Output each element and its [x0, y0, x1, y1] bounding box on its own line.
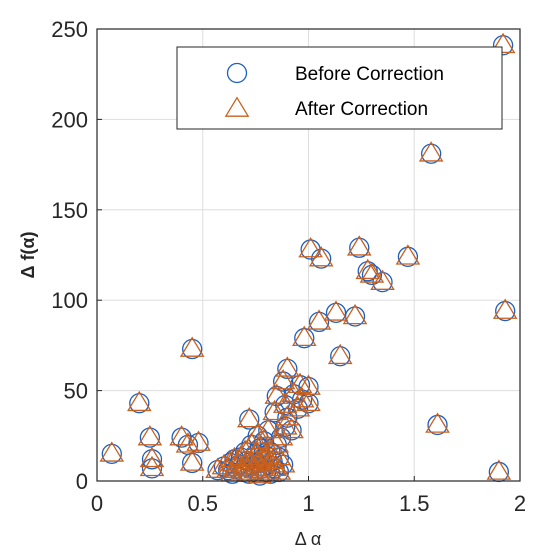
before-correction-point [294, 328, 315, 349]
after-correction-point [342, 303, 368, 325]
after-correction-point [355, 258, 381, 280]
after-correction-point [256, 417, 281, 439]
after-correction-point [215, 457, 241, 478]
after-correction-point [253, 459, 279, 480]
legend-marker-after [224, 96, 250, 117]
after-correction-point [236, 406, 262, 428]
before-correction-point [325, 302, 347, 324]
y-axis-label: Δ f(α) [18, 232, 38, 279]
y-tick-label: 100 [51, 288, 88, 313]
after-correction-point [296, 374, 321, 395]
before-correction-point [141, 449, 163, 470]
before-correction-point [421, 143, 442, 164]
after-correction-point [139, 446, 165, 468]
after-correction-point [222, 446, 247, 468]
after-correction-point [268, 425, 294, 446]
after-correction-point [126, 390, 152, 412]
before-correction-point [281, 420, 302, 441]
after-correction-point [323, 300, 349, 321]
after-correction-point [492, 298, 518, 319]
after-correction-point [359, 262, 385, 283]
before-correction-point [292, 389, 313, 410]
legend: Before Correction After Correction [176, 46, 503, 130]
x-tick-label: 0 [91, 491, 103, 516]
before-correction-point [129, 393, 150, 414]
before-correction-point [427, 414, 448, 436]
after-correction-point [245, 423, 271, 444]
after-correction-point [272, 392, 298, 413]
legend-marker-before [226, 62, 248, 84]
before-correction-point [101, 443, 122, 465]
after-correction-point [327, 343, 353, 365]
after-correction-point [99, 441, 125, 462]
before-correction-point [239, 409, 260, 430]
legend-triangle-marker [224, 96, 250, 117]
after-correction-point [486, 459, 512, 480]
after-correction-point [418, 141, 444, 162]
x-tick-label: 0.5 [187, 491, 218, 516]
before-correction-point [141, 458, 163, 479]
x-axis-label: Δ α [295, 529, 321, 549]
legend-box [176, 46, 503, 130]
ticks-layer: 0 0.5 1 1.5 2 0 50 100 150 200 250 [51, 17, 526, 516]
after-correction-point [308, 246, 334, 267]
after-correction-point [262, 455, 287, 477]
before-correction-point [495, 300, 516, 322]
after-correction-point [137, 425, 163, 446]
after-correction-point [186, 430, 211, 451]
y-tick-label: 50 [64, 379, 88, 404]
after-correction-point [346, 235, 372, 256]
x-tick-label: 2 [514, 491, 526, 516]
after-correction-point [260, 448, 285, 469]
before-correction-point [308, 311, 330, 333]
before-correction-point [311, 248, 332, 269]
after-correction-point [291, 325, 317, 347]
before-correction-point [139, 427, 161, 448]
legend-label-before: Before Correction [295, 64, 444, 85]
y-tick-label: 250 [51, 17, 88, 42]
after-correction-point [370, 269, 395, 290]
after-correction-point [395, 244, 421, 265]
before-correction-point [298, 376, 319, 398]
after-correction-point [296, 390, 321, 412]
after-correction-point [179, 336, 205, 357]
after-correction-point [264, 383, 290, 404]
before-correction-point [182, 452, 203, 474]
before-correction-point [272, 371, 294, 392]
x-tick-label: 1.5 [399, 491, 430, 516]
legend-circle-marker [226, 62, 248, 84]
before-correction-point [492, 35, 514, 56]
after-correction-point [425, 412, 450, 433]
after-correction-point [253, 443, 279, 464]
after-correction-point [217, 450, 243, 471]
after-correction-point [175, 432, 201, 453]
x-tick-label: 1 [302, 491, 314, 516]
before-correction-point [361, 264, 383, 286]
after-correction-point [270, 369, 296, 390]
after-correction-point [270, 452, 296, 473]
legend-label-after: After Correction [295, 99, 428, 120]
y-tick-label: 0 [76, 469, 88, 494]
before-correction-point [182, 338, 203, 360]
y-tick-label: 200 [51, 107, 88, 132]
after-correction-point [262, 399, 287, 421]
after-correction-point [179, 450, 205, 471]
marks-layer [99, 32, 518, 486]
after-correction-point [256, 452, 281, 473]
after-correction-point [139, 455, 165, 477]
before-correction-point [330, 346, 351, 367]
y-tick-label: 150 [51, 198, 88, 223]
after-correction-point [275, 356, 300, 377]
before-correction-point [349, 237, 370, 258]
after-correction-point [279, 417, 304, 439]
after-correction-point [298, 237, 323, 258]
after-correction-point [289, 387, 315, 408]
after-correction-point [490, 32, 516, 54]
before-correction-point [397, 246, 419, 267]
